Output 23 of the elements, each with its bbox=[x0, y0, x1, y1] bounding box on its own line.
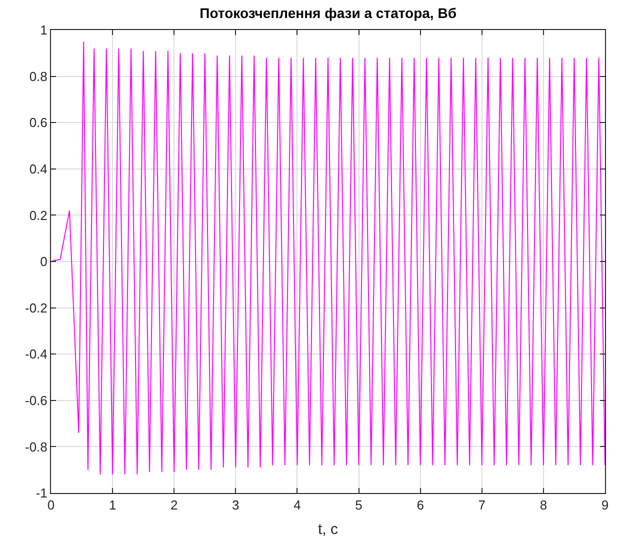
y-tick-label: 0.2 bbox=[29, 208, 48, 223]
y-tick-label: -0.8 bbox=[24, 439, 48, 454]
x-axis-title: t, c bbox=[318, 521, 338, 538]
x-tick-label: 8 bbox=[540, 498, 548, 513]
y-tick-label: 0.6 bbox=[29, 115, 48, 130]
y-tick-label: -0.6 bbox=[24, 392, 48, 408]
chart-title: Потокозчеплення фази а статора, Вб bbox=[200, 4, 457, 21]
y-tick-label: 0 bbox=[40, 254, 48, 270]
y-tick-label: -0.4 bbox=[24, 346, 48, 362]
x-tick-label: 2 bbox=[170, 498, 178, 513]
x-tick-label: 7 bbox=[478, 498, 486, 513]
line-series bbox=[51, 41, 605, 475]
x-tick-label: 1 bbox=[108, 498, 116, 513]
x-tick-label: 3 bbox=[232, 498, 240, 513]
y-tick-label: 0.4 bbox=[29, 161, 48, 176]
x-tick-label: 5 bbox=[355, 498, 362, 513]
y-tick-label: -1 bbox=[36, 486, 48, 501]
y-tick-label: 0.8 bbox=[29, 68, 48, 84]
y-tick-label: 1 bbox=[40, 22, 48, 38]
x-tick-label: 6 bbox=[416, 498, 424, 513]
x-tick-label: 9 bbox=[601, 498, 609, 513]
x-tick-label: 4 bbox=[294, 498, 301, 513]
y-tick-label: -0.2 bbox=[24, 300, 48, 316]
